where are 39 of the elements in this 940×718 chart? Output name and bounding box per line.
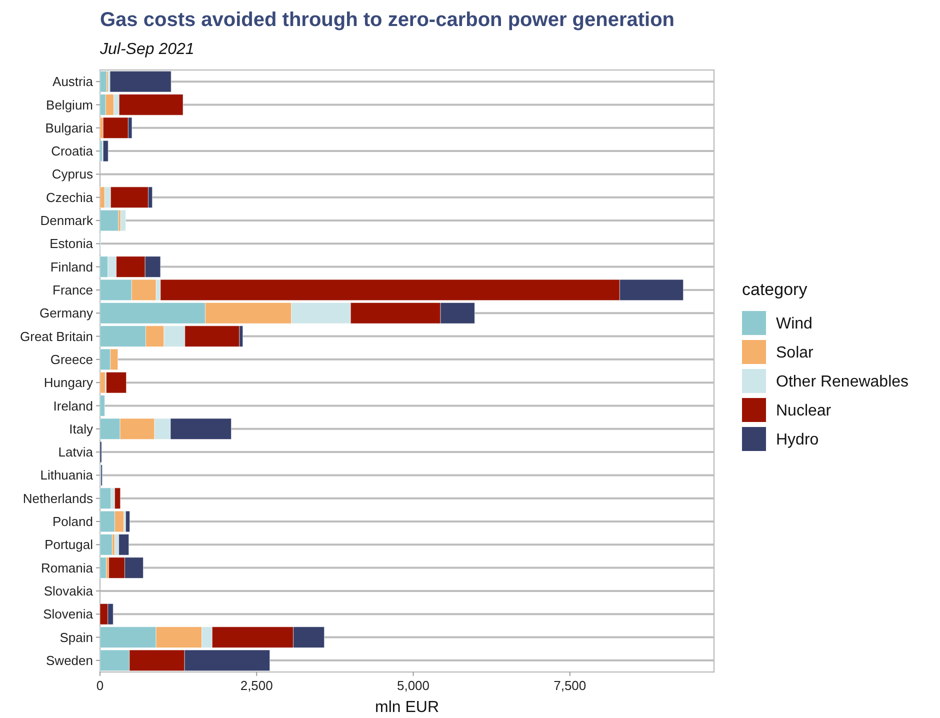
- y-tick-label: France: [52, 282, 93, 298]
- y-tick-label: Czechia: [46, 190, 94, 205]
- y-tick-label: Romania: [40, 560, 94, 576]
- y-tick-label: Latvia: [58, 444, 94, 460]
- y-tick-label: Italy: [69, 421, 94, 436]
- y-tick-label: Netherlands: [22, 490, 94, 506]
- legend-label: Nuclear: [776, 402, 832, 420]
- y-tick-label: Bulgaria: [45, 120, 94, 136]
- y-tick-label: Lithuania: [40, 468, 94, 483]
- y-tick-label: Belgium: [46, 97, 93, 112]
- x-tick-label: 0: [96, 678, 104, 693]
- chart-title: Gas costs avoided through to zero-carbon power generation: [100, 9, 675, 31]
- legend-label: Hydro: [776, 432, 819, 449]
- y-tick-label: Slovenia: [43, 606, 94, 622]
- legend-label: Wind: [776, 316, 812, 333]
- y-tick-label: Austria: [52, 74, 94, 90]
- y-tick-label: Poland: [52, 514, 93, 530]
- y-tick-label: Estonia: [50, 236, 94, 252]
- legend-label: Solar: [776, 344, 814, 362]
- x-tick-label: 2,500: [240, 678, 273, 693]
- x-axis-title: mln EUR: [374, 699, 440, 716]
- y-tick-label: Denmark: [40, 213, 94, 228]
- y-tick-label: Greece: [50, 352, 93, 367]
- y-tick-label: Slovakia: [44, 584, 94, 599]
- y-tick-label: Germany: [40, 306, 94, 321]
- y-tick-label: Great Britain: [20, 328, 93, 344]
- chart-subtitle: Jul-Sep 2021: [99, 41, 194, 58]
- y-tick-label: Finland: [50, 259, 93, 274]
- y-tick-label: Ireland: [53, 398, 93, 414]
- legend-title: category: [742, 280, 808, 299]
- x-tick-label: 5,000: [396, 678, 430, 693]
- y-tick-label: Portugal: [44, 537, 94, 552]
- legend-label: Other Renewables: [776, 374, 909, 391]
- y-tick-label: Cyprus: [52, 166, 94, 182]
- y-tick-label: Hungary: [44, 375, 94, 390]
- x-tick-label: 7,500: [554, 678, 586, 693]
- y-tick-label: Spain: [60, 630, 93, 645]
- y-tick-label: Sweden: [46, 652, 93, 668]
- y-tick-label: Croatia: [51, 144, 94, 159]
